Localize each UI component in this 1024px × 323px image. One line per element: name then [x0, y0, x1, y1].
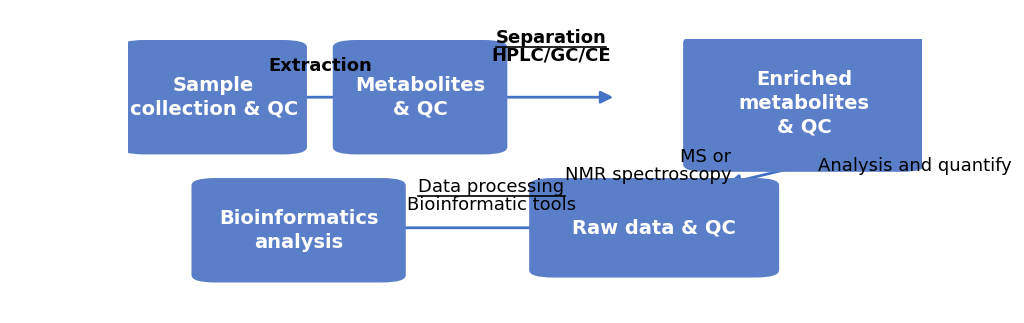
Text: Bioinformatic tools: Bioinformatic tools — [407, 196, 577, 214]
FancyBboxPatch shape — [121, 40, 307, 154]
Text: Enriched
metabolites
& QC: Enriched metabolites & QC — [738, 70, 869, 136]
Text: Extraction: Extraction — [268, 57, 372, 75]
Text: Raw data & QC: Raw data & QC — [572, 218, 736, 237]
Text: Separation: Separation — [496, 29, 606, 47]
Text: Data processing: Data processing — [419, 178, 564, 196]
Text: MS or: MS or — [680, 148, 731, 166]
Text: HPLC/GC/CE: HPLC/GC/CE — [492, 47, 610, 65]
Text: Bioinformatics
analysis: Bioinformatics analysis — [219, 209, 379, 252]
FancyBboxPatch shape — [333, 40, 507, 154]
Text: Sample
collection & QC: Sample collection & QC — [130, 76, 298, 119]
Text: Analysis and quantify: Analysis and quantify — [818, 157, 1012, 175]
FancyBboxPatch shape — [529, 178, 779, 277]
Text: Metabolites
& QC: Metabolites & QC — [355, 76, 485, 119]
FancyBboxPatch shape — [683, 35, 925, 172]
Text: NMR spectroscopy: NMR spectroscopy — [564, 166, 731, 183]
FancyBboxPatch shape — [191, 178, 406, 283]
